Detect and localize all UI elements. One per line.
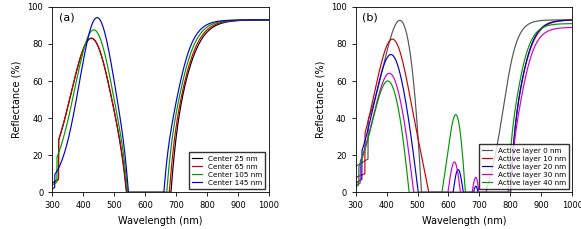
Center 25 nm xyxy=(49,182,56,185)
Center 105 nm xyxy=(266,19,272,21)
Line: Center 145 nm: Center 145 nm xyxy=(52,18,269,192)
X-axis label: Wavelength (nm): Wavelength (nm) xyxy=(422,216,506,226)
Active layer 20 nm xyxy=(458,177,465,180)
Center 145 nm xyxy=(149,191,156,194)
Active layer 30 nm xyxy=(569,26,576,29)
Center 145 nm xyxy=(220,19,227,22)
Center 105 nm xyxy=(124,191,131,194)
Active layer 20 nm xyxy=(569,19,576,22)
Active layer 30 nm xyxy=(523,72,530,75)
Active layer 10 nm xyxy=(569,19,576,22)
Active layer 30 nm xyxy=(410,191,417,194)
Active layer 20 nm xyxy=(452,176,459,179)
Center 105 nm xyxy=(220,20,227,23)
Center 105 nm xyxy=(49,184,56,186)
Active layer 10 nm xyxy=(425,191,432,194)
Line: Active layer 30 nm: Active layer 30 nm xyxy=(356,27,572,192)
Active layer 10 nm xyxy=(352,176,359,179)
Center 105 nm xyxy=(155,191,162,194)
Line: Center 25 nm: Center 25 nm xyxy=(52,20,269,192)
Text: (b): (b) xyxy=(362,12,378,22)
Center 25 nm xyxy=(259,19,266,21)
Active layer 40 nm xyxy=(458,138,465,141)
Active layer 20 nm xyxy=(562,19,569,22)
Center 145 nm xyxy=(155,191,162,194)
Center 145 nm xyxy=(259,19,266,21)
Active layer 20 nm xyxy=(363,133,370,136)
Active layer 30 nm xyxy=(452,161,459,164)
Center 145 nm xyxy=(49,187,56,190)
Active layer 10 nm xyxy=(452,191,459,194)
Center 145 nm xyxy=(266,19,272,21)
Active layer 0 nm xyxy=(352,165,359,168)
Active layer 0 nm xyxy=(562,19,569,21)
Center 145 nm xyxy=(60,155,67,158)
Active layer 30 nm xyxy=(562,26,569,29)
Active layer 10 nm xyxy=(523,61,530,64)
Active layer 40 nm xyxy=(569,22,576,25)
Line: Active layer 40 nm: Active layer 40 nm xyxy=(356,24,572,192)
Active layer 40 nm xyxy=(363,142,370,145)
Active layer 30 nm xyxy=(352,184,359,186)
Center 65 nm xyxy=(49,182,56,185)
Active layer 30 nm xyxy=(562,26,569,29)
Line: Active layer 0 nm: Active layer 0 nm xyxy=(356,20,572,192)
Center 65 nm xyxy=(155,191,162,194)
X-axis label: Wavelength (nm): Wavelength (nm) xyxy=(119,216,203,226)
Active layer 40 nm xyxy=(523,52,530,55)
Center 65 nm xyxy=(60,123,67,125)
Active layer 10 nm xyxy=(562,19,569,22)
Active layer 40 nm xyxy=(406,191,413,194)
Center 25 nm xyxy=(220,22,227,24)
Active layer 10 nm xyxy=(562,19,569,22)
Active layer 40 nm xyxy=(452,113,459,116)
Active layer 30 nm xyxy=(363,141,370,143)
Line: Center 65 nm: Center 65 nm xyxy=(52,20,269,192)
Active layer 40 nm xyxy=(562,22,569,25)
Center 65 nm xyxy=(259,19,266,21)
Legend: Center 25 nm, Center 65 nm, Center 105 nm, Center 145 nm: Center 25 nm, Center 65 nm, Center 105 n… xyxy=(189,153,266,189)
Active layer 40 nm xyxy=(562,22,569,25)
Active layer 20 nm xyxy=(352,182,359,185)
Active layer 40 nm xyxy=(352,185,359,188)
Active layer 20 nm xyxy=(523,60,530,63)
Center 65 nm xyxy=(266,19,272,21)
Line: Active layer 20 nm: Active layer 20 nm xyxy=(356,20,572,192)
Active layer 0 nm xyxy=(523,24,530,27)
Center 145 nm xyxy=(125,191,132,194)
Center 65 nm xyxy=(259,19,266,21)
Active layer 0 nm xyxy=(458,191,465,194)
Center 105 nm xyxy=(259,19,266,21)
Center 25 nm xyxy=(149,191,156,194)
Active layer 0 nm xyxy=(418,191,425,194)
Center 145 nm xyxy=(259,19,266,21)
Line: Active layer 10 nm: Active layer 10 nm xyxy=(356,20,572,192)
Active layer 0 nm xyxy=(569,19,576,21)
Center 65 nm xyxy=(220,21,227,23)
Center 105 nm xyxy=(259,19,266,21)
Center 25 nm xyxy=(266,19,272,21)
Active layer 20 nm xyxy=(415,191,422,194)
Center 25 nm xyxy=(155,191,162,194)
Active layer 10 nm xyxy=(458,191,465,194)
Active layer 0 nm xyxy=(562,19,569,21)
Line: Center 105 nm: Center 105 nm xyxy=(52,20,269,192)
Active layer 0 nm xyxy=(363,158,370,161)
Y-axis label: Reflectance (%): Reflectance (%) xyxy=(12,61,22,138)
Active layer 20 nm xyxy=(562,19,569,22)
Active layer 0 nm xyxy=(452,191,459,194)
Y-axis label: Reflectance (%): Reflectance (%) xyxy=(315,61,325,138)
Center 65 nm xyxy=(149,191,156,194)
Center 25 nm xyxy=(259,19,266,21)
Legend: Active layer 0 nm, Active layer 10 nm, Active layer 20 nm, Active layer 30 nm, A: Active layer 0 nm, Active layer 10 nm, A… xyxy=(479,144,569,189)
Center 105 nm xyxy=(60,137,67,139)
Center 105 nm xyxy=(149,191,156,194)
Center 145 nm xyxy=(94,16,101,19)
Active layer 30 nm xyxy=(458,191,465,194)
Center 65 nm xyxy=(123,191,130,194)
Text: (a): (a) xyxy=(59,12,74,22)
Active layer 10 nm xyxy=(363,125,370,128)
Center 25 nm xyxy=(123,191,130,194)
Center 25 nm xyxy=(60,123,67,125)
